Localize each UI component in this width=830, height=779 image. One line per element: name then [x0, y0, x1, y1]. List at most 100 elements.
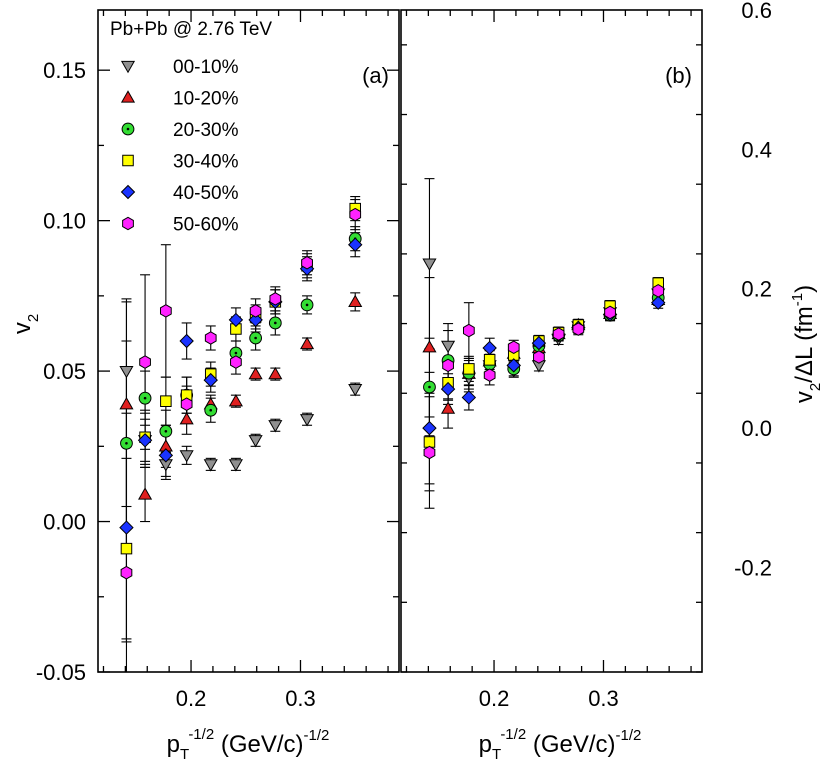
series-50-60%	[423, 284, 665, 460]
data-layer	[119, 196, 363, 672]
data-point	[160, 395, 172, 407]
y-tick-label: 0.2	[741, 277, 772, 302]
panel-label: (b)	[665, 63, 692, 88]
data-point	[423, 445, 436, 460]
data-point	[158, 448, 174, 463]
data-layer	[422, 178, 666, 509]
data-point	[604, 305, 616, 320]
series-30-40%	[120, 202, 361, 555]
panel-label: (a)	[362, 63, 389, 88]
data-point	[482, 340, 497, 356]
series-20-30%	[120, 232, 362, 450]
data-point	[461, 390, 477, 405]
legend-entry: 40-50%	[173, 183, 239, 204]
data-point	[180, 397, 193, 411]
data-point	[137, 433, 153, 448]
y-tick-label: 0.00	[43, 510, 86, 535]
data-point	[299, 414, 315, 427]
legend-entry: 30-40%	[173, 152, 239, 173]
x-tick-label: 0.2	[479, 686, 510, 711]
data-point	[463, 363, 475, 375]
data-point	[552, 327, 565, 341]
panel-a: 0.2 0.3 -0.05 0.00 0.05 0.10 0.15 (a)	[36, 9, 400, 711]
data-point	[249, 304, 262, 318]
data-point	[441, 340, 456, 354]
legend-marker	[122, 154, 134, 167]
x-axis-label-a: pT-1/2 (GeV/c)-1/2	[167, 726, 330, 763]
y-axis-label-b: v2/ΔL (fm-1)	[789, 285, 824, 403]
data-point	[348, 237, 363, 252]
data-point	[248, 312, 263, 328]
data-point	[228, 312, 244, 328]
data-point	[462, 323, 475, 338]
y-tick-label: 0.15	[43, 58, 86, 83]
data-point	[441, 401, 456, 414]
y-tick-label: -0.05	[36, 660, 86, 685]
data-point	[483, 368, 496, 382]
x-axis-label-b: pT-1/2 (GeV/c)-1/2	[479, 726, 642, 763]
data-point-dot	[143, 396, 147, 400]
data-point	[138, 487, 153, 500]
legend-entry: 00-10%	[173, 57, 239, 78]
data-point	[204, 331, 217, 345]
legend-marker	[122, 216, 134, 231]
y-tick-label: 0.05	[43, 359, 86, 384]
data-point-dot	[428, 385, 431, 389]
legend-marker	[120, 90, 136, 103]
series-40-50%	[422, 295, 666, 436]
data-point-dot	[209, 408, 213, 412]
data-point	[248, 366, 263, 380]
data-point	[179, 450, 194, 463]
data-point	[572, 322, 585, 336]
data-point	[119, 396, 134, 410]
legend-marker	[120, 60, 136, 74]
data-point	[422, 420, 437, 436]
data-point	[531, 335, 547, 351]
data-point	[179, 412, 194, 425]
data-point	[348, 294, 363, 308]
x-tick-label: 0.2	[176, 686, 207, 711]
plot-frame-b	[400, 9, 703, 673]
y-tick-label: 0.6	[741, 0, 772, 23]
panel-b: 0.2 0.3 -0.2 0.0 0.2 0.4 0.6 (b)	[400, 0, 772, 711]
data-point	[179, 333, 194, 349]
y-axis-label-a: v2	[9, 314, 42, 334]
series-40-50%	[119, 237, 363, 535]
series-00-10%	[119, 365, 363, 472]
data-point	[120, 565, 133, 580]
legend-marker-dot	[126, 127, 130, 131]
data-point	[442, 358, 454, 373]
data-point	[652, 284, 665, 298]
plot-frame-a	[97, 9, 400, 673]
data-point	[299, 336, 315, 350]
data-point-dot	[125, 442, 128, 445]
data-point	[228, 459, 243, 472]
data-point-dot	[305, 303, 309, 307]
data-point-dot	[274, 321, 277, 325]
y-tick-label: 0.10	[43, 209, 86, 234]
data-point	[349, 207, 362, 222]
data-point	[533, 350, 545, 364]
legend: Pb+Pb @ 2.76 TeV 00-10% 10-20% 20-30% 30-40…	[110, 19, 272, 236]
series-00-10%	[422, 258, 666, 386]
y-tick-label: -0.2	[734, 555, 772, 580]
data-point	[180, 389, 193, 401]
data-point	[440, 381, 456, 397]
legend-entry: 50-60%	[173, 215, 239, 236]
data-point	[119, 365, 134, 379]
series-50-60%	[120, 207, 362, 580]
data-point	[301, 255, 313, 270]
data-point	[483, 354, 496, 366]
data-point-dot	[164, 429, 168, 433]
legend-entry: 20-30%	[173, 120, 239, 141]
data-point-dot	[254, 336, 257, 340]
data-point	[423, 436, 436, 448]
y-tick-label: 0.0	[741, 416, 772, 441]
y-tick-label: 0.4	[741, 137, 772, 162]
data-point	[269, 292, 282, 306]
data-point	[203, 372, 218, 388]
data-point	[348, 383, 363, 397]
data-point	[228, 393, 243, 407]
data-point	[248, 435, 263, 448]
